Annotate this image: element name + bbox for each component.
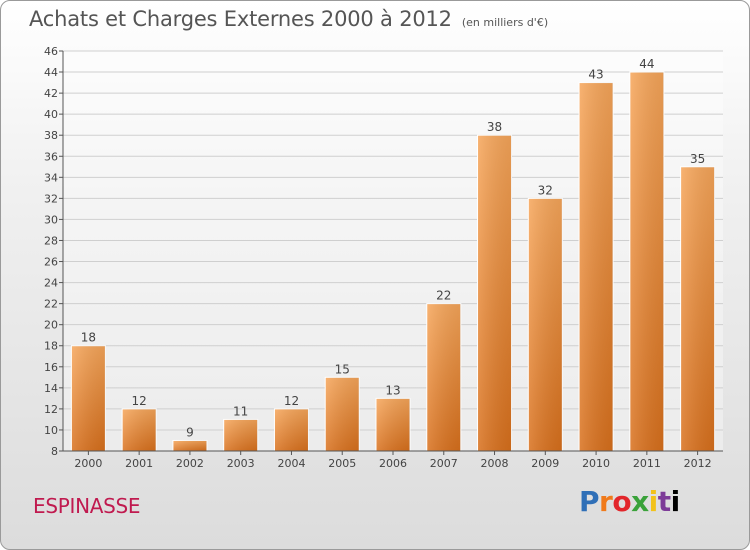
logo-letter: i: [670, 485, 681, 518]
commune-name: ESPINASSE: [33, 494, 141, 518]
bar-shading: [477, 135, 512, 452]
y-tick-label: 32: [44, 192, 58, 205]
bar-shading: [274, 408, 309, 451]
x-tick-label: 2008: [481, 457, 509, 470]
x-tick-label: 2003: [227, 457, 255, 470]
x-tick-label: 2012: [684, 457, 712, 470]
proxiti-logo[interactable]: Proxiti: [579, 485, 680, 518]
x-tick-label: 2004: [277, 457, 305, 470]
bar-shading: [579, 82, 614, 451]
y-tick-label: 36: [44, 150, 58, 163]
bar-shading: [528, 198, 563, 451]
y-tick-label: 24: [44, 277, 58, 290]
x-tick-label: 2002: [176, 457, 204, 470]
y-tick-label: 10: [44, 424, 58, 437]
y-tick-label: 38: [44, 129, 58, 142]
logo-letter: t: [657, 485, 671, 518]
bar-shading: [680, 166, 715, 451]
bar-shading: [376, 398, 410, 451]
logo-letter: i: [648, 485, 659, 518]
bar-value-label: 22: [436, 289, 451, 303]
y-tick-label: 34: [44, 171, 58, 184]
bar-value-label: 13: [385, 383, 400, 397]
logo-letter: P: [579, 485, 600, 518]
y-tick-label: 8: [51, 445, 58, 458]
bar-shading: [426, 303, 461, 451]
y-tick-label: 16: [44, 361, 58, 374]
x-tick-label: 2000: [74, 457, 102, 470]
y-tick-label: 12: [44, 403, 58, 416]
bar-value-label: 15: [335, 362, 350, 376]
bar-value-label: 43: [588, 68, 603, 82]
bar-value-label: 38: [487, 120, 502, 134]
bar-shading: [172, 440, 207, 451]
y-tick-label: 26: [44, 256, 58, 269]
x-tick-label: 2007: [430, 457, 458, 470]
x-tick-label: 2010: [582, 457, 610, 470]
bar-value-label: 9: [186, 425, 194, 439]
x-tick-label: 2001: [125, 457, 153, 470]
logo-letter: x: [631, 485, 649, 518]
y-tick-label: 30: [44, 213, 58, 226]
chart-title: Achats et Charges Externes 2000 à 2012 (e…: [29, 7, 548, 31]
y-tick-label: 18: [44, 340, 58, 353]
logo-letter: o: [612, 485, 632, 518]
y-tick-label: 44: [44, 66, 58, 79]
bar-shading: [223, 419, 258, 451]
bar-value-label: 18: [81, 331, 96, 345]
y-tick-label: 22: [44, 298, 58, 311]
bar-value-label: 35: [690, 152, 705, 166]
x-tick-label: 2006: [379, 457, 407, 470]
bar-value-label: 44: [639, 57, 654, 71]
y-tick-label: 42: [44, 87, 58, 100]
chart-subtitle: (en milliers d'€): [461, 16, 549, 29]
x-tick-label: 2011: [633, 457, 661, 470]
bar-value-label: 12: [284, 394, 299, 408]
bar-shading: [71, 345, 106, 451]
y-tick-label: 28: [44, 234, 58, 247]
bar-value-label: 11: [233, 404, 248, 418]
bar-shading: [122, 408, 157, 451]
x-tick-label: 2009: [531, 457, 559, 470]
logo-letter: r: [599, 485, 613, 518]
bar-shading: [325, 377, 360, 451]
y-tick-label: 20: [44, 319, 58, 332]
y-tick-label: 40: [44, 108, 58, 121]
bar-value-label: 32: [538, 183, 553, 197]
chart-title-text: Achats et Charges Externes 2000 à 2012: [29, 7, 452, 31]
bar-value-label: 12: [132, 394, 147, 408]
y-tick-label: 46: [44, 45, 58, 58]
y-tick-label: 14: [44, 382, 58, 395]
x-tick-label: 2005: [328, 457, 356, 470]
bar-shading: [629, 72, 664, 451]
